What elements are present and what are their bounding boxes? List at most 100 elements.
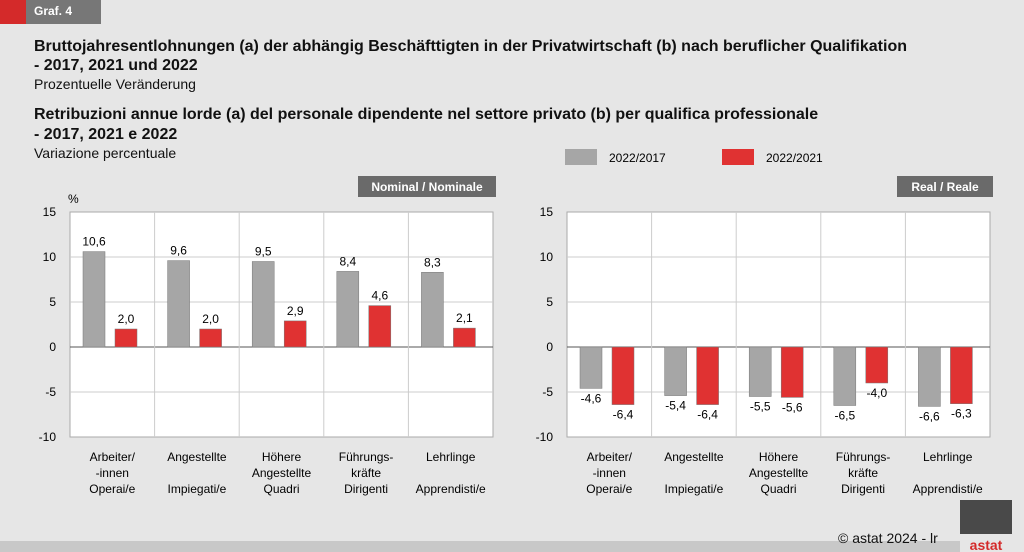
- x-tick-label: Höhere: [759, 450, 799, 464]
- y-tick-label: 15: [43, 205, 57, 219]
- data-label: 2,0: [118, 312, 135, 326]
- graph-badge: Graf. 4: [0, 0, 101, 24]
- data-label: -5,4: [665, 399, 686, 413]
- bar-2022/2017: [421, 272, 444, 348]
- x-tick-label: Operai/e: [89, 482, 135, 496]
- data-label: 8,4: [339, 254, 356, 268]
- bar-2022/2021: [368, 305, 392, 348]
- x-tick-label: Apprendisti/e: [416, 482, 486, 496]
- x-tick-label: Impiegati/e: [168, 482, 227, 496]
- x-tick-label: Angestellte: [749, 466, 809, 480]
- bar-2022/2021: [696, 346, 719, 405]
- bar-2022/2021: [611, 346, 635, 405]
- bar-2022/2021: [865, 346, 889, 384]
- y-tick-label: -10: [536, 430, 554, 444]
- data-label: 9,6: [170, 244, 187, 258]
- title-de-years: - 2017, 2021 und 2022: [34, 57, 198, 74]
- y-tick-label: 0: [49, 340, 56, 354]
- data-label: -4,6: [581, 391, 602, 405]
- x-tick-label: Angestellte: [664, 450, 724, 464]
- bar-2022/2021: [950, 346, 973, 404]
- y-tick-label: 10: [540, 250, 554, 264]
- footer-bar: [0, 541, 960, 552]
- bar-2022/2017: [579, 346, 603, 389]
- bar-2022/2017: [748, 346, 772, 397]
- data-label: -5,6: [782, 400, 803, 414]
- x-tick-label: kräfte: [351, 466, 381, 480]
- x-tick-label: -innen: [593, 466, 626, 480]
- bar-2022/2017: [82, 251, 106, 348]
- x-tick-label: Lehrlinge: [923, 450, 973, 464]
- data-label: -4,0: [866, 386, 887, 400]
- y-tick-label: 5: [49, 295, 56, 309]
- bar-2022/2017: [664, 346, 687, 396]
- title-de: Bruttojahresentlohnungen (a) der abhängi…: [34, 38, 907, 55]
- x-tick-label: Impiegati/e: [665, 482, 724, 496]
- legend-swatch-2022/2021: [722, 149, 754, 165]
- x-tick-label: Arbeiter/: [587, 450, 633, 464]
- x-tick-label: Apprendisti/e: [913, 482, 983, 496]
- panel-title-box: [358, 176, 496, 197]
- x-tick-label: Arbeiter/: [90, 450, 136, 464]
- y-tick-label: -10: [39, 430, 57, 444]
- panel-title-box: [897, 176, 993, 197]
- x-tick-label: Führungs-: [339, 450, 394, 464]
- x-tick-label: Höhere: [262, 450, 302, 464]
- y-axis-label: %: [68, 192, 79, 206]
- x-tick-label: Führungs-: [836, 450, 891, 464]
- data-label: -6,3: [951, 407, 972, 421]
- bar-2022/2021: [283, 320, 307, 348]
- data-label: 2,9: [287, 304, 304, 318]
- data-label: -5,5: [750, 400, 771, 414]
- data-label: 4,6: [371, 289, 388, 303]
- copyright: © astat 2024 - lr: [838, 530, 938, 546]
- x-tick-label: kräfte: [848, 466, 878, 480]
- plot-area: [69, 211, 494, 438]
- subtitle-de: Prozentuelle Veränderung: [34, 76, 196, 92]
- panel-title: Nominal / Nominale: [371, 180, 483, 194]
- bar-2022/2021: [114, 328, 138, 348]
- x-tick-label: Quadri: [263, 482, 299, 496]
- y-tick-label: -5: [542, 385, 553, 399]
- x-tick-label: Angestellte: [252, 466, 312, 480]
- title-it: Retribuzioni annue lorde (a) del persona…: [34, 106, 819, 123]
- x-tick-label: Angestellte: [167, 450, 227, 464]
- data-label: 9,5: [255, 245, 272, 259]
- x-tick-label: Dirigenti: [841, 482, 885, 496]
- x-tick-label: Lehrlinge: [426, 450, 476, 464]
- y-tick-label: 5: [546, 295, 553, 309]
- x-tick-label: -innen: [96, 466, 129, 480]
- data-label: -6,5: [834, 409, 855, 423]
- subtitle-it: Variazione percentuale: [34, 145, 177, 161]
- bar-2022/2021: [780, 346, 804, 398]
- bar-2022/2017: [251, 261, 275, 348]
- bar-2022/2017: [167, 260, 190, 348]
- y-tick-label: 0: [546, 340, 553, 354]
- y-tick-label: 10: [43, 250, 57, 264]
- x-tick-label: Quadri: [760, 482, 796, 496]
- data-label: 8,3: [424, 255, 441, 269]
- data-label: -6,4: [613, 408, 634, 422]
- bar-2022/2017: [833, 346, 857, 406]
- y-tick-label: 15: [540, 205, 554, 219]
- logo-map-icon: [960, 500, 1012, 534]
- y-tick-label: -5: [45, 385, 56, 399]
- bar-2022/2017: [336, 271, 360, 348]
- panel-title: Real / Reale: [911, 180, 979, 194]
- bar-2022/2017: [918, 346, 941, 407]
- data-label: -6,6: [919, 409, 940, 423]
- x-tick-label: Dirigenti: [344, 482, 388, 496]
- bar-2022/2021: [453, 327, 476, 348]
- x-tick-label: Operai/e: [586, 482, 632, 496]
- logo-text: astat: [970, 537, 1003, 552]
- bar-2022/2021: [199, 328, 222, 348]
- legend-label: 2022/2021: [766, 151, 823, 165]
- data-label: 2,0: [202, 312, 219, 326]
- title-it-years: - 2017, 2021 e 2022: [34, 126, 178, 143]
- legend-label: 2022/2017: [609, 151, 666, 165]
- data-label: -6,4: [697, 408, 718, 422]
- data-label: 10,6: [82, 235, 106, 249]
- legend-swatch-2022/2017: [565, 149, 597, 165]
- data-label: 2,1: [456, 311, 473, 325]
